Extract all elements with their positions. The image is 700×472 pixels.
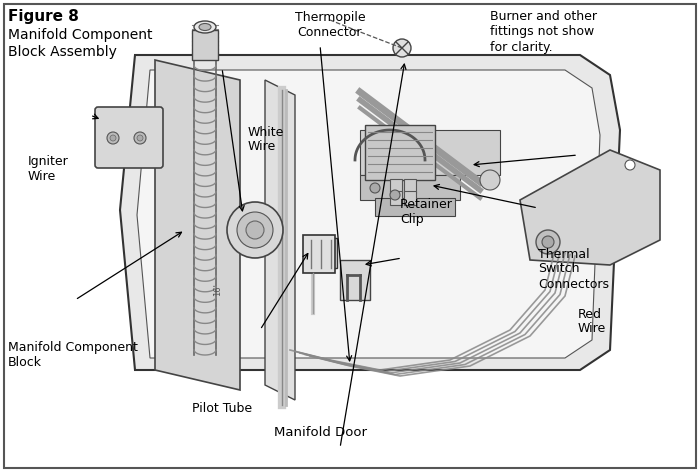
Text: Thermopile: Thermopile bbox=[295, 10, 365, 24]
Circle shape bbox=[393, 39, 411, 57]
Circle shape bbox=[480, 170, 500, 190]
Bar bbox=[365, 125, 435, 180]
Circle shape bbox=[134, 132, 146, 144]
Bar bbox=[303, 235, 335, 273]
Polygon shape bbox=[120, 55, 620, 370]
Bar bbox=[192, 30, 218, 60]
Text: Figure 8: Figure 8 bbox=[8, 9, 79, 25]
Text: Red: Red bbox=[578, 307, 602, 320]
Text: Thermal: Thermal bbox=[538, 247, 589, 261]
Text: fittings not show: fittings not show bbox=[490, 25, 594, 39]
Circle shape bbox=[390, 190, 400, 200]
Bar bbox=[360, 130, 500, 175]
Circle shape bbox=[370, 183, 380, 193]
Text: Pilot Tube: Pilot Tube bbox=[192, 403, 252, 415]
Bar bbox=[390, 179, 402, 193]
Circle shape bbox=[227, 202, 283, 258]
Text: for clarity.: for clarity. bbox=[490, 41, 552, 53]
Bar bbox=[404, 179, 416, 193]
Text: Wire: Wire bbox=[28, 170, 56, 184]
Text: Connectors: Connectors bbox=[538, 278, 609, 290]
Polygon shape bbox=[155, 60, 240, 390]
Bar bbox=[404, 191, 416, 205]
Circle shape bbox=[246, 221, 264, 239]
Bar bbox=[340, 260, 370, 300]
Bar bbox=[375, 198, 455, 216]
Ellipse shape bbox=[199, 24, 211, 31]
Polygon shape bbox=[137, 70, 600, 358]
Text: Igniter: Igniter bbox=[28, 155, 69, 169]
Text: Wire: Wire bbox=[248, 141, 276, 153]
Text: Burner and other: Burner and other bbox=[490, 10, 597, 24]
Text: Wire: Wire bbox=[578, 322, 606, 336]
Circle shape bbox=[137, 135, 143, 141]
Text: 16': 16' bbox=[214, 284, 223, 296]
Text: Manifold Component: Manifold Component bbox=[8, 340, 138, 354]
Circle shape bbox=[542, 236, 554, 248]
Circle shape bbox=[110, 135, 116, 141]
Circle shape bbox=[536, 230, 560, 254]
Text: Block Assembly: Block Assembly bbox=[8, 45, 117, 59]
Bar bbox=[390, 191, 402, 205]
Bar bbox=[321, 238, 337, 268]
Circle shape bbox=[237, 212, 273, 248]
Text: Block: Block bbox=[8, 355, 42, 369]
Polygon shape bbox=[520, 150, 660, 265]
Polygon shape bbox=[265, 80, 295, 400]
Text: Manifold Component: Manifold Component bbox=[8, 28, 153, 42]
Circle shape bbox=[625, 160, 635, 170]
Ellipse shape bbox=[194, 21, 216, 33]
Text: Switch: Switch bbox=[538, 262, 580, 276]
Text: Retainer: Retainer bbox=[400, 197, 453, 211]
Text: Manifold Door: Manifold Door bbox=[274, 425, 367, 438]
Bar bbox=[360, 175, 460, 200]
Circle shape bbox=[107, 132, 119, 144]
FancyBboxPatch shape bbox=[95, 107, 163, 168]
Text: White: White bbox=[248, 126, 284, 138]
Text: Connector: Connector bbox=[298, 25, 363, 39]
Text: Clip: Clip bbox=[400, 212, 424, 226]
